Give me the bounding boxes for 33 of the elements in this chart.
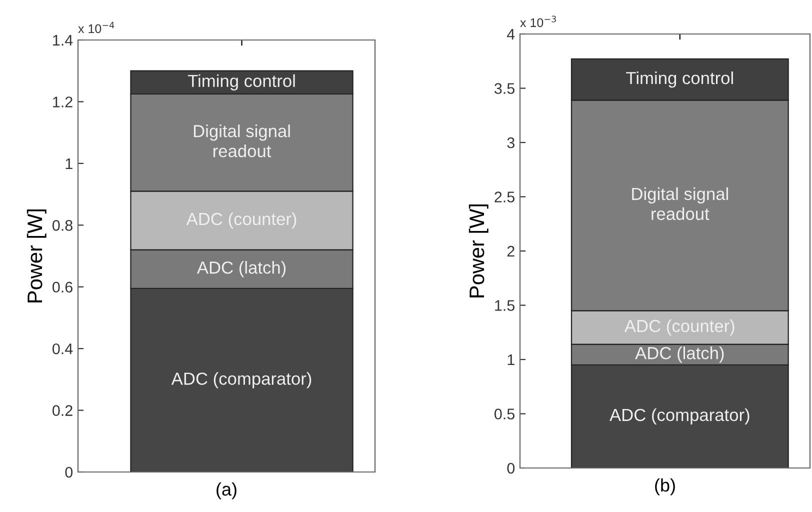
y-tick-label: 3.5 [494,83,514,94]
y-tick-label: 1 [508,354,514,366]
text: x 10$^{−4}$ [78,22,114,34]
series-label: ADC (comparator) [171,372,312,388]
text: x 10$^{−3}$ [520,16,556,28]
y-tick-label: 0 [507,462,515,474]
series-label: Timing control [626,71,733,88]
series-label: ADC (counter) [186,212,296,229]
y-tick-label: 1.5 [495,300,514,311]
series-label: ADC (comparator) [610,408,750,425]
y-axis-title: Power [W] [468,204,488,298]
y-tick-label: 0.4 [52,343,73,354]
y-tick-label: 0.6 [52,282,72,293]
series-label: ADC (latch) [196,261,286,278]
y-tick-label: 1.4 [53,35,73,46]
series-label: Digital signal readout [632,187,728,220]
series-label: ADC (latch) [635,346,724,363]
x-axis-title: (a) [216,482,236,500]
y-tick-label: 4 [506,29,515,40]
y-tick-label: 1 [66,158,72,169]
y-tick-label: 1.2 [53,96,72,108]
y-axis-title: Power [W] [26,209,46,302]
y-tick-label: 0 [65,466,73,478]
y-tick-label: 2.5 [494,192,514,202]
y-tick-label: 2 [507,246,514,257]
series-label: Digital signal readout [194,124,290,158]
x-axis-title: (b) [655,478,675,496]
y-tick-label: 0.5 [494,408,514,420]
series-label: Timing control [188,74,295,91]
y-tick-label: 3 [507,137,514,148]
y-tick-label: 0.2 [52,405,72,416]
series-label: ADC (counter) [624,319,734,336]
y-tick-label: 0.8 [52,220,72,231]
